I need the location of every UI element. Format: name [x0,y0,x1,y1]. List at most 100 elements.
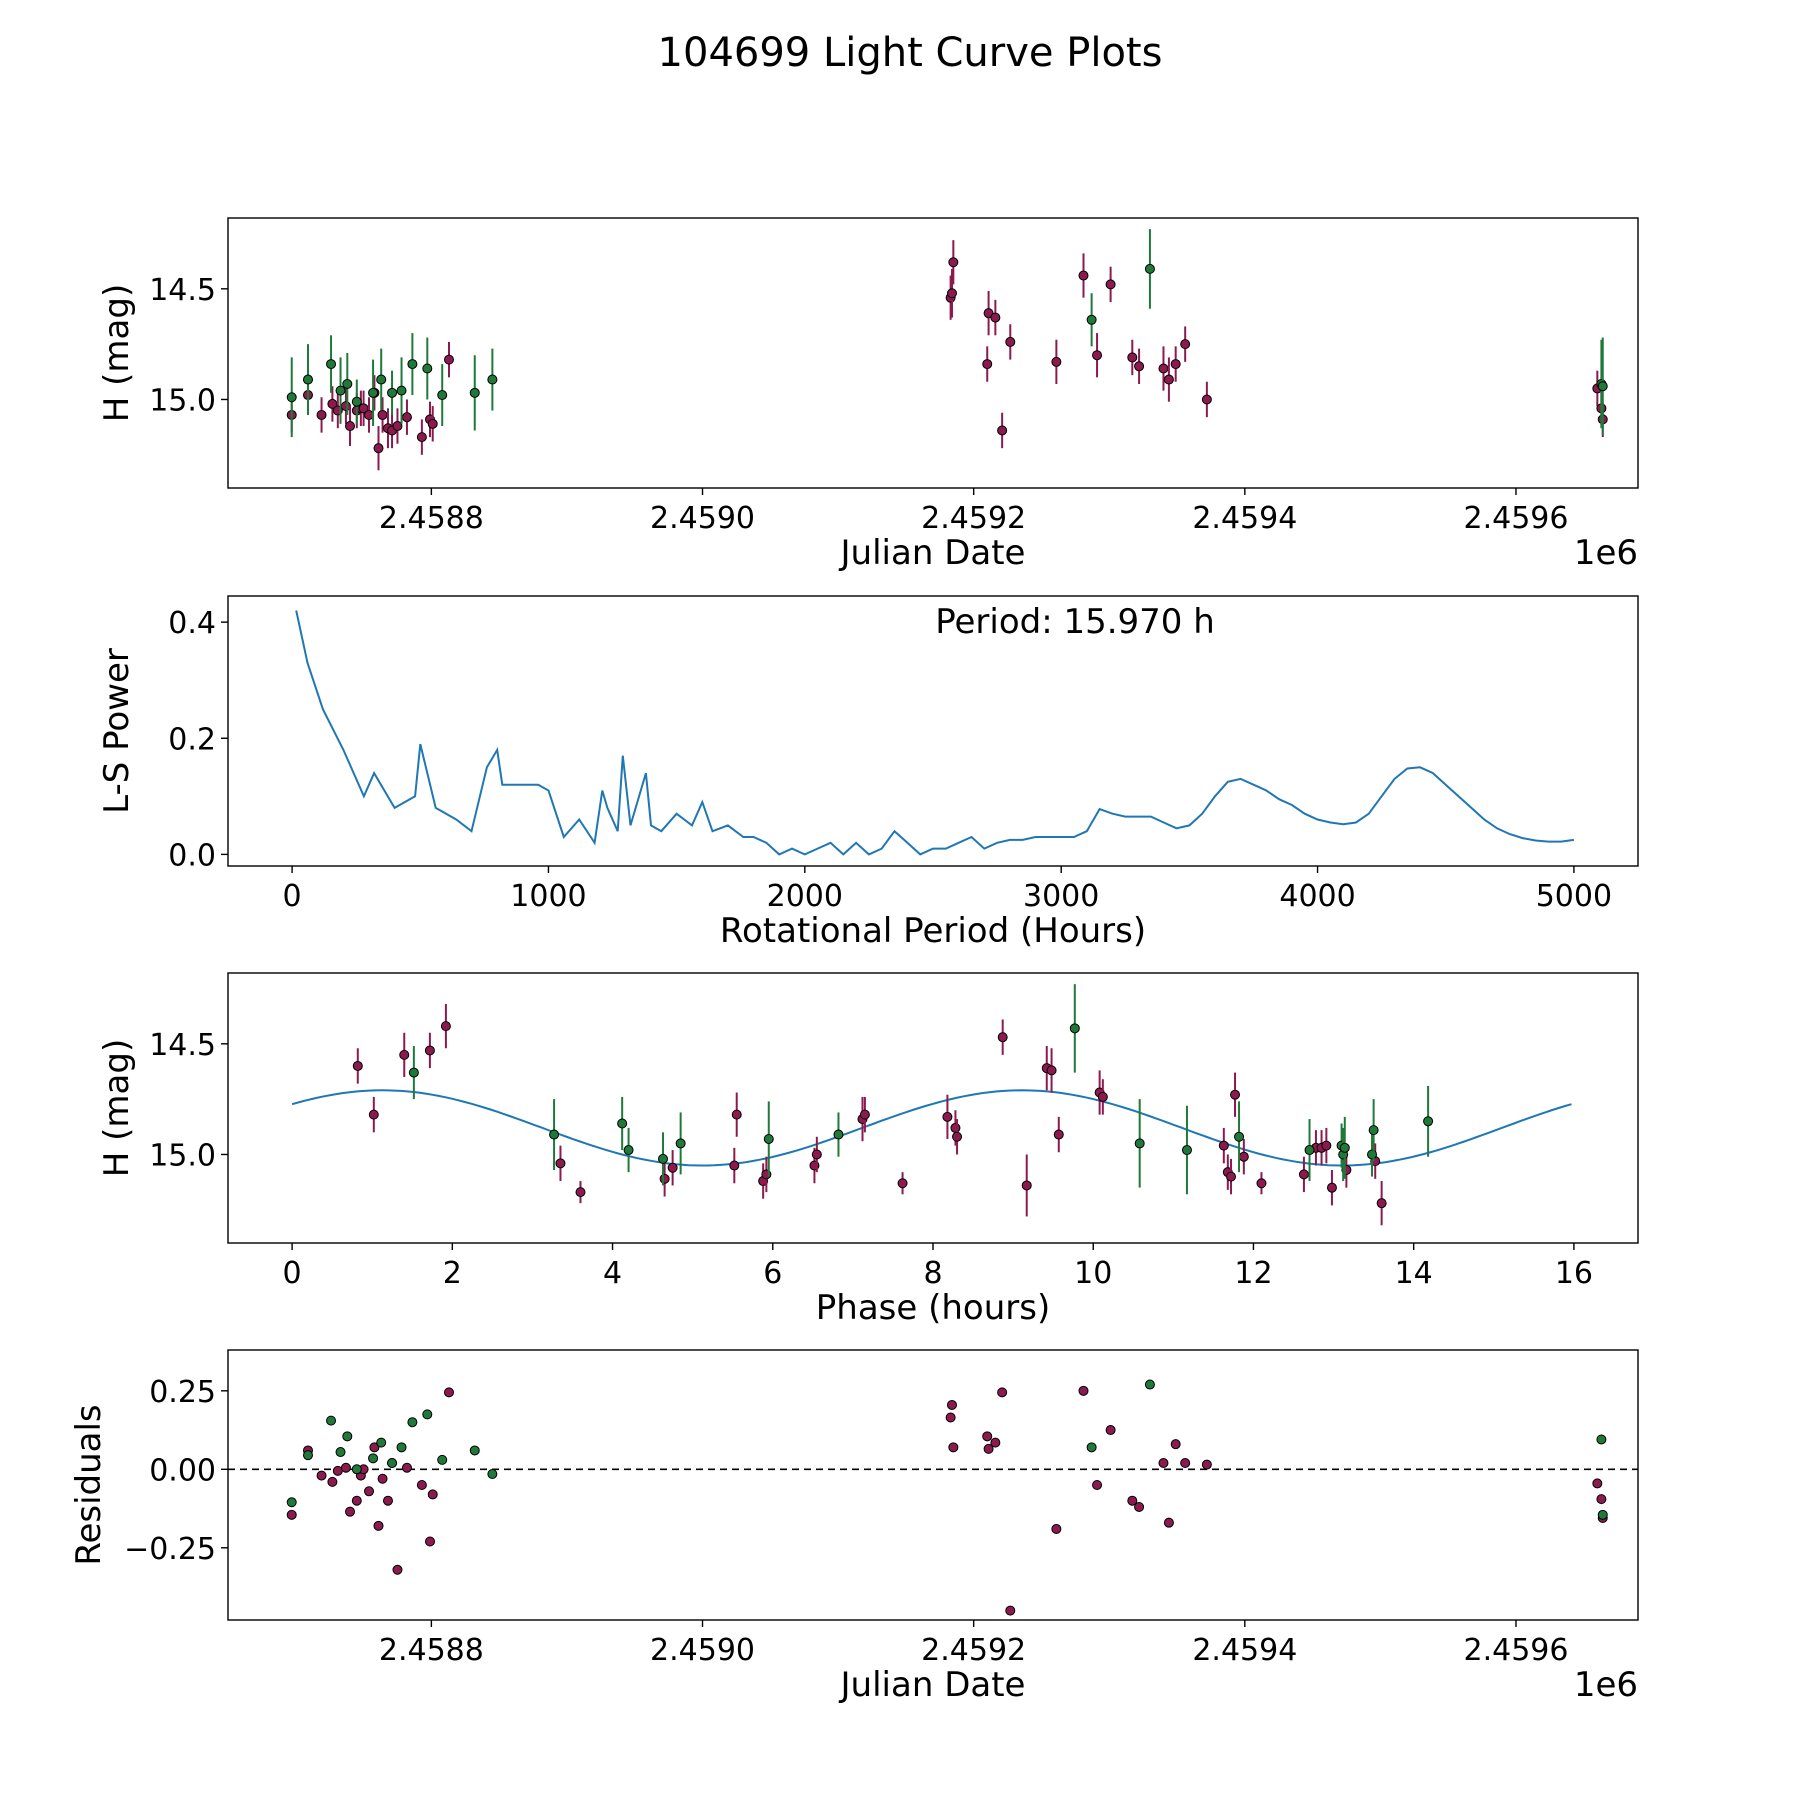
data-point [440,1021,451,1032]
data-point [469,1445,480,1456]
data-point [1201,1459,1212,1470]
x-tick-label: 14 [1395,1256,1433,1291]
panel-lightcurve: 2.4588 2.4590 2.4592 2.4594 2.4596 14.5 15.0 Ju… [97,217,1639,573]
data-point [859,1109,870,1120]
data-point [487,374,498,385]
plot-frame [227,1349,1639,1621]
data-point [437,390,448,401]
y-tick-label: 0.00 [149,1453,216,1488]
x-tick-label: 2.4588 [379,501,484,536]
data-point [422,363,433,374]
data-point [549,1129,560,1140]
data-point [1144,1379,1155,1390]
x-axis-label: Julian Date [839,1665,1026,1705]
data-point [368,1453,379,1464]
data-point [1596,1494,1607,1505]
series-magenta [352,1003,1387,1226]
data-point [425,1536,436,1547]
data-point [811,1149,822,1160]
data-point [1592,1478,1603,1489]
data-point [326,1415,337,1426]
data-point [1163,1517,1174,1528]
data-point [368,1109,379,1120]
data-point [408,1067,419,1078]
data-point [897,1178,908,1189]
data-point [1597,381,1608,392]
x-axis-label: Phase (hours) [816,1288,1050,1328]
x-tick-label: 2.4590 [650,1633,755,1668]
data-point [286,392,297,403]
data-point [1086,1442,1097,1453]
data-point [401,1462,412,1473]
data-point [997,1387,1008,1398]
data-point [368,387,379,398]
data-point [427,1489,438,1500]
x-tick-label: 2.4592 [921,1633,1026,1668]
x-tick-label: 16 [1555,1256,1593,1291]
data-point [286,1497,297,1508]
data-point [1134,361,1145,372]
x-axis-label: Julian Date [839,533,1026,573]
data-point [345,421,356,432]
plot-frame [227,217,1639,489]
x-tick-label: 10 [1074,1256,1112,1291]
data-point [983,1443,994,1454]
data-point [373,443,384,454]
data-point [1180,339,1191,350]
data-point [335,385,346,396]
data-point [1134,1138,1145,1149]
data-point [1105,279,1116,290]
data-point [1134,1501,1145,1512]
y-tick-label: −0.25 [124,1532,216,1567]
data-point [1326,1182,1337,1193]
data-point [658,1153,669,1164]
data-point [376,374,387,385]
data-point [1201,394,1212,405]
data-point [945,1412,956,1423]
data-point [952,1131,963,1142]
x-tick-label: 8 [923,1256,942,1291]
data-point [997,425,1008,436]
data-point [351,1495,362,1506]
y-tick-label: 15.0 [149,1138,216,1173]
x-tick-label: 0 [283,1256,302,1291]
data-point [990,1437,1001,1448]
data-point [377,1473,388,1484]
data-point [1339,1142,1350,1153]
y-axis-label: H (mag) [97,284,137,422]
data-point [1144,263,1155,274]
series-magenta [286,1385,1608,1616]
x-tick-label: 12 [1234,1256,1272,1291]
y-tick-label: 0.4 [168,606,216,641]
data-point [327,1476,338,1487]
series-magenta [286,240,1608,471]
data-point [555,1158,566,1169]
data-point [1053,1129,1064,1140]
data-point [1105,1425,1116,1436]
data-point [469,387,480,398]
model-fit-curve [291,1089,1572,1167]
data-point [623,1145,634,1156]
x-offset-label: 1e6 [1574,533,1638,573]
data-point [1097,1091,1108,1102]
data-point [1230,1089,1241,1100]
data-point [392,421,403,432]
data-point [946,288,957,299]
plots-container: 2.4588 2.4590 2.4592 2.4594 2.4596 14.5 15.0 Ju… [69,217,1639,1705]
x-axis-label: Rotational Period (Hours) [720,911,1146,951]
data-point [487,1469,498,1480]
x-tick-label: 2000 [767,879,843,914]
data-point [364,1486,374,1497]
x-tick-label: 2.4596 [1463,501,1568,536]
data-point [1226,1171,1237,1182]
data-point [990,312,1001,323]
data-point [387,387,398,398]
y-tick-label: 0.2 [168,722,216,757]
x-tick-label: 2 [443,1256,462,1291]
x-offset-label: 1e6 [1574,1665,1638,1705]
x-tick-label: 2.4592 [921,501,1026,536]
series-green [408,984,1434,1195]
data-point [1180,1458,1191,1469]
data-point [942,1111,953,1122]
